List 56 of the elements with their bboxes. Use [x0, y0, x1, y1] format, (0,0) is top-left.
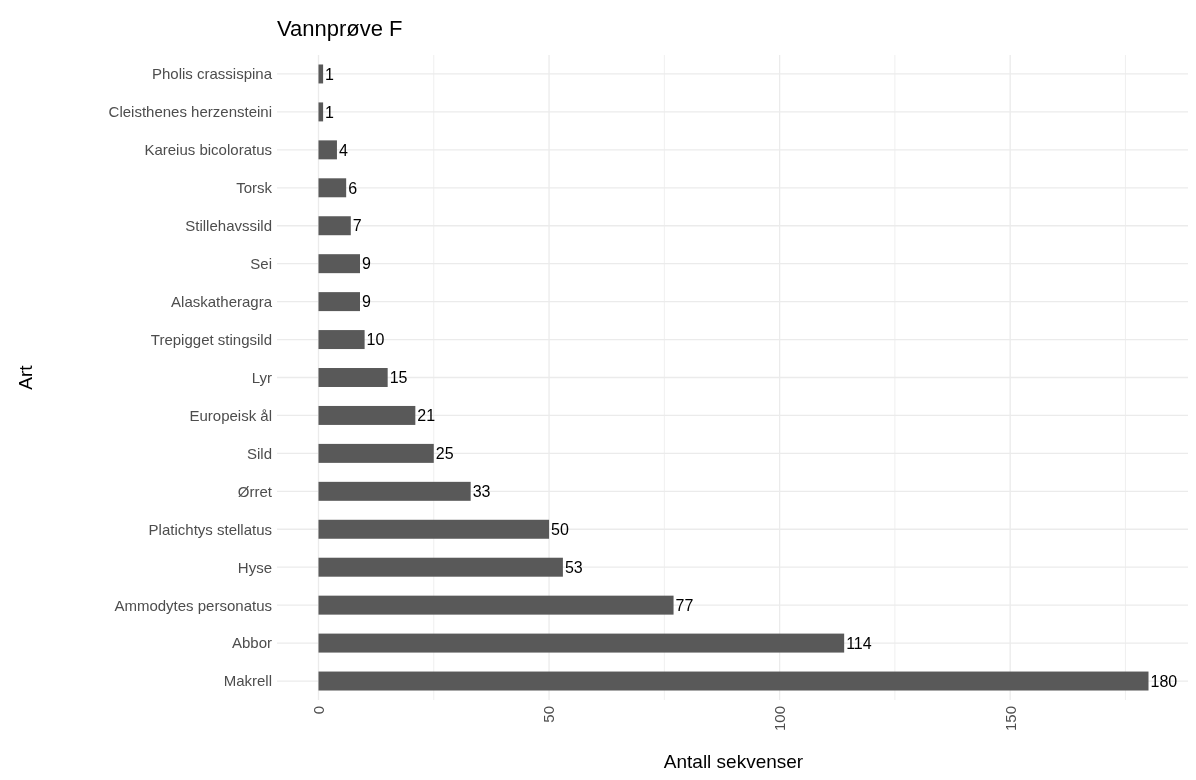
x-tick-label: 150	[1001, 706, 1019, 732]
y-tick-label: Platichtys stellatus	[148, 520, 272, 538]
data-label: 9	[362, 255, 371, 273]
y-tick-label: Europeisk ål	[189, 406, 272, 424]
y-tick-label: Alaskatheragra	[171, 293, 273, 311]
bar	[318, 443, 434, 463]
data-label: 1	[325, 65, 335, 83]
data-label: 25	[435, 445, 454, 463]
y-tick-label: Kareius bicoloratus	[144, 141, 272, 159]
data-label: 10	[366, 331, 385, 349]
y-tick-label: Torsk	[236, 179, 273, 197]
y-tick-label: Stillehavssild	[185, 217, 272, 235]
y-tick-label: Pholis crassispina	[151, 65, 273, 83]
bar	[318, 140, 337, 160]
bar	[318, 671, 1149, 691]
x-tick-label: 100	[771, 706, 789, 732]
x-tick-label: 0	[309, 706, 327, 715]
bar	[318, 178, 347, 198]
data-label: 6	[348, 179, 358, 197]
y-tick-label: Hyse	[237, 558, 272, 576]
data-label: 15	[389, 369, 408, 387]
y-tick-label: Cleisthenes herzensteini	[108, 103, 272, 121]
x-axis-title: Antall sekvenser	[663, 751, 804, 772]
x-tick-label: 50	[540, 706, 558, 723]
y-tick-label: Ammodytes personatus	[114, 596, 272, 614]
bar	[318, 368, 388, 387]
bar	[318, 595, 674, 615]
data-label: 114	[846, 634, 872, 652]
data-label: 9	[362, 293, 371, 311]
y-tick-label: Makrell	[223, 672, 272, 690]
bar	[318, 519, 550, 539]
y-tick-label: Abbor	[231, 634, 272, 652]
bar	[318, 330, 365, 350]
bar	[318, 254, 360, 274]
y-tick-label: Ørret	[237, 482, 273, 500]
data-label: 33	[472, 483, 491, 501]
bar	[318, 405, 416, 425]
bar	[318, 216, 351, 236]
bar	[318, 633, 845, 653]
bar	[318, 481, 471, 501]
data-label: 50	[551, 521, 569, 539]
data-label: 53	[564, 558, 583, 576]
data-label: 77	[675, 596, 694, 614]
y-tick-label: Trepigget stingsild	[150, 330, 272, 348]
data-label: 4	[338, 141, 348, 159]
data-label: 7	[352, 217, 362, 235]
bar	[318, 292, 360, 312]
data-label: 180	[1150, 672, 1178, 690]
y-tick-label: Sei	[250, 255, 272, 273]
y-tick-label: Lyr	[251, 368, 272, 386]
y-axis-title: Art	[15, 364, 36, 390]
data-label: 1	[325, 103, 335, 121]
y-tick-label: Sild	[246, 444, 272, 462]
bar	[318, 557, 563, 577]
chart-title: Vannprøve F	[277, 16, 403, 41]
data-label: 21	[417, 407, 436, 425]
